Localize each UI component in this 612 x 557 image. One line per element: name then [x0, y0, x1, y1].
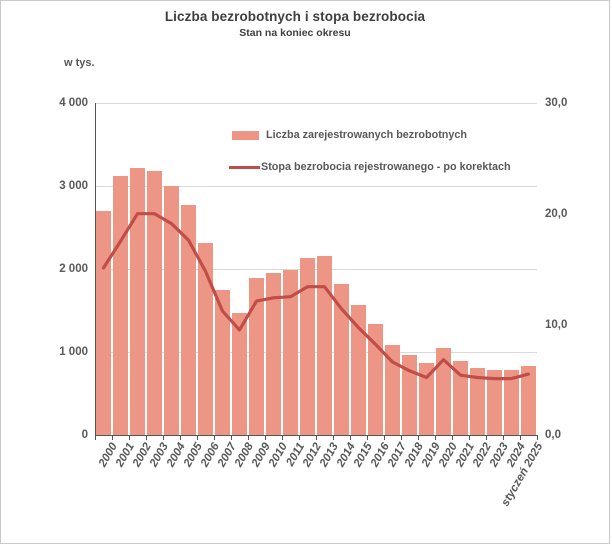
gridline [95, 103, 537, 104]
x-axis-tick [299, 436, 300, 440]
x-axis-tick [452, 436, 453, 440]
x-axis-tick [282, 436, 283, 440]
x-axis-tick [367, 436, 368, 440]
x-axis-tick [129, 436, 130, 440]
bar-2002 [129, 168, 146, 435]
bars-layer [95, 103, 537, 435]
legend-label: Stopa bezrobocia rejestrowanego - po kor… [261, 161, 511, 173]
x-axis-tick [333, 436, 334, 440]
bottom-axis-line [95, 435, 538, 436]
legend-line-swatch [229, 165, 260, 169]
bar-2006 [197, 243, 214, 435]
bar-2010 [265, 272, 282, 435]
left-axis-tick-label: 4 000 [59, 97, 88, 109]
bar-2008 [231, 312, 248, 435]
bar-2009 [248, 277, 265, 435]
left-axis-tick-label: 3 000 [59, 180, 88, 192]
right-axis-tick-label: 0,0 [545, 429, 561, 441]
x-axis-tick [384, 436, 385, 440]
x-axis-tick [435, 436, 436, 440]
bar-2004 [163, 186, 180, 435]
x-axis-tick [265, 436, 266, 440]
bar-2016 [367, 324, 384, 435]
gridline [95, 352, 537, 353]
right-axis-tick-label: 20,0 [545, 208, 568, 220]
bar-2024 [503, 369, 520, 435]
x-axis-tick [469, 436, 470, 440]
x-axis-tick [350, 436, 351, 440]
x-axis-tick [112, 436, 113, 440]
gridline [95, 269, 537, 270]
bar-2005 [180, 204, 197, 435]
left-axis-unit-label: w tys. [64, 57, 95, 69]
x-axis-tick [418, 436, 419, 440]
plot-area [95, 103, 537, 435]
bar-2017 [384, 345, 401, 435]
x-axis-tick [316, 436, 317, 440]
left-axis-tick-label: 2 000 [59, 263, 88, 275]
bar-2013 [316, 255, 333, 435]
bar-2021 [452, 360, 469, 435]
left-axis-line [95, 103, 96, 436]
bar-2018 [401, 354, 418, 435]
rate-line [101, 212, 531, 381]
left-axis-tick-label: 1 000 [59, 346, 88, 358]
x-axis-tick [197, 436, 198, 440]
x-axis-tick [180, 436, 181, 440]
x-axis-tick [520, 436, 521, 440]
legend-item-line: Stopa bezrobocia rejestrowanego - po kor… [229, 161, 511, 173]
x-axis-tick [503, 436, 504, 440]
x-ticks [95, 436, 538, 440]
bar-2022 [469, 367, 486, 435]
right-axis-tick-label: 30,0 [545, 97, 568, 109]
x-axis-tick [401, 436, 402, 440]
x-axis-tick [163, 436, 164, 440]
legend-bar-swatch [232, 130, 259, 140]
gridline [95, 186, 537, 187]
bar-2019 [418, 363, 435, 435]
bar-2020 [435, 348, 452, 435]
bar-2015 [350, 305, 367, 435]
bar-2000 [95, 210, 112, 435]
bar-2012 [299, 257, 316, 435]
left-axis-tick-label: 0 [81, 429, 88, 441]
bar-styczeń 2025 [520, 365, 537, 435]
x-axis-tick [95, 436, 96, 440]
bar-2003 [146, 171, 163, 435]
x-axis-tick [146, 436, 147, 440]
bar-2023 [486, 369, 503, 435]
right-axis-tick-label: 10,0 [545, 319, 568, 331]
legend-item-bars: Liczba zarejestrowanych bezrobotnych [232, 129, 467, 141]
chart-title: Liczba bezrobotnych i stopa bezrobocia [164, 9, 426, 24]
legend-label: Liczba zarejestrowanych bezrobotnych [266, 129, 467, 141]
x-axis-tick [248, 436, 249, 440]
bar-2001 [112, 176, 129, 435]
rate-line-svg [101, 212, 531, 381]
bar-2011 [282, 270, 299, 435]
bar-2007 [214, 290, 231, 435]
x-axis-tick [214, 436, 215, 440]
x-axis-tick [486, 436, 487, 440]
x-axis-tick [231, 436, 232, 440]
x-axis-tick [537, 436, 538, 440]
chart-subtitle: Stan na koniec okresu [239, 27, 351, 39]
bar-2014 [333, 283, 350, 435]
